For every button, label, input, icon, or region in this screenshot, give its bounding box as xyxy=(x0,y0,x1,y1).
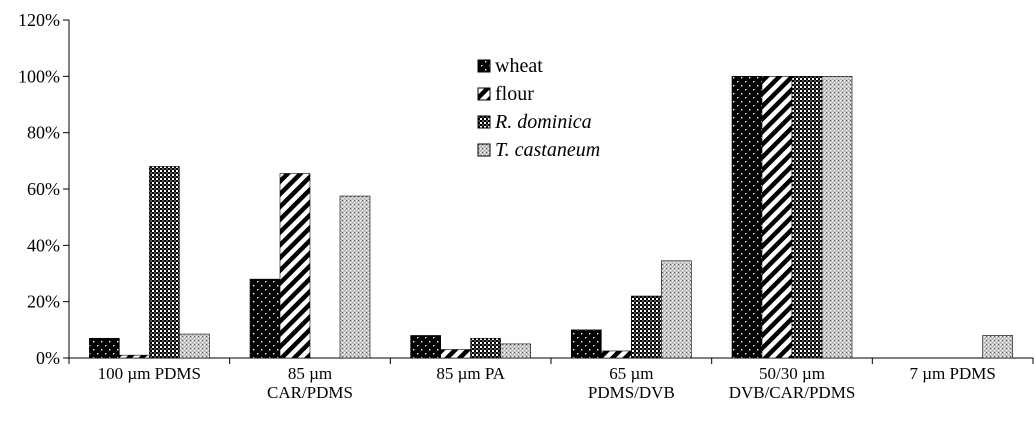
legend-swatch-wheat xyxy=(477,59,491,73)
bar-tcastaneum xyxy=(821,76,853,359)
bar-wheat xyxy=(249,278,281,359)
bar-rdominica xyxy=(791,76,823,359)
x-tick-label: 85 µm PA xyxy=(436,364,505,383)
bar-rdominica xyxy=(470,337,501,359)
bar-flour xyxy=(601,350,632,359)
bar-wheat xyxy=(410,335,441,359)
legend-swatch-flour xyxy=(477,87,491,101)
bar-wheat xyxy=(89,337,120,359)
legend-label-flour: flour xyxy=(495,83,534,105)
y-tick-label: 40% xyxy=(27,235,60,255)
bar-tcastaneum xyxy=(661,260,692,359)
legend-swatch-tcastaneum xyxy=(477,143,491,157)
y-tick-label: 20% xyxy=(27,292,60,312)
y-tick-label: 100% xyxy=(18,66,60,86)
y-tick-label: 120% xyxy=(18,10,60,30)
legend-label-tcastaneum: T. castaneum xyxy=(495,139,600,161)
x-tick-label: 7 µm PDMS xyxy=(910,364,996,383)
x-tick-label: 85 µm CAR/PDMS xyxy=(267,364,353,402)
legend-label-wheat: wheat xyxy=(495,55,543,77)
bar-flour xyxy=(279,173,311,359)
bar-tcastaneum xyxy=(982,335,1013,359)
bar-flour xyxy=(761,76,793,359)
bar-wheat xyxy=(731,76,763,359)
bar-rdominica xyxy=(149,166,180,359)
legend-swatch-rdominica xyxy=(477,115,491,129)
legend: wheat flour R. dominica T. castaneum xyxy=(477,55,600,161)
bar-flour xyxy=(440,349,471,359)
legend-label-rdominica: R. dominica xyxy=(494,111,592,133)
bar-tcastaneum xyxy=(179,333,210,359)
x-tick-label: 65 µm PDMS/DVB xyxy=(588,364,675,402)
x-tick-label: 50/30 µm DVB/CAR/PDMS xyxy=(729,364,856,402)
bar-rdominica xyxy=(631,295,662,359)
y-tick-label: 0% xyxy=(36,348,60,368)
y-tick-label: 80% xyxy=(27,123,60,143)
x-tick-label: 100 µm PDMS xyxy=(98,364,201,383)
bar-tcastaneum xyxy=(339,195,371,359)
bar-wheat xyxy=(571,329,602,359)
bar-tcastaneum xyxy=(500,343,531,359)
bar-flour xyxy=(119,354,150,359)
y-tick-label: 60% xyxy=(27,179,60,199)
